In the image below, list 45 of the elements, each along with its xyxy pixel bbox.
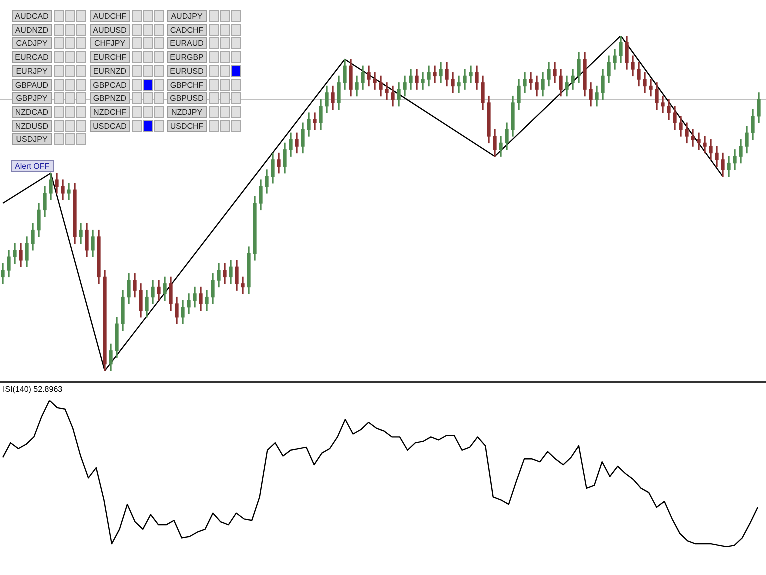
candlestick [433,66,437,84]
candlestick [313,112,317,130]
annotation: USDCAD [90,120,130,132]
text: AUDCAD [12,10,52,22]
candlestick [649,79,653,97]
text: AUDCHF [90,10,130,22]
text: AUDUSD [90,24,130,36]
annotation: EURCAD [12,51,52,64]
annotation: NZDCHF [90,106,130,118]
annotation: EURGBP [167,51,207,64]
annotation: GBPCAD [90,78,130,90]
candlestick [697,132,701,150]
annotation: EURJPY [12,64,52,77]
annotation: NZDUSD [12,120,52,132]
candlestick [67,183,71,200]
annotation: USDJPY [12,133,52,146]
annotation: GBPAUD [12,78,52,90]
candlestick [241,276,245,294]
candlestick [373,72,377,90]
annotation: GBPCHF [167,78,207,90]
candlestick [661,96,665,114]
annotation: EURAUD [167,37,207,50]
candlestick [385,82,389,100]
annotation: GBPNZD [90,92,130,104]
candlestick [529,72,533,90]
annotation: NZDCAD [12,106,52,118]
annotation: EURUSD [167,64,207,77]
annotation: USDCHF [167,120,207,132]
annotation: GBPUSD [167,92,207,104]
annotation: NZDJPY [167,106,207,118]
annotation: GBPJPY [12,92,52,104]
text: AUDNZD [12,24,52,36]
chart-title: ISI(140) 52.8963 [3,385,64,394]
candlestick [421,72,425,90]
annotation: Alert OFF [11,160,54,172]
candlestick [691,129,695,147]
annotation: EURNZD [90,64,130,77]
annotation: CHFJPY [90,37,130,50]
annotation: CADJPY [12,37,52,50]
text: AUDJPY [167,10,207,22]
candlestick [469,66,473,84]
annotation: EURCHF [90,51,130,64]
text: CADCHF [167,24,207,36]
candlestick [457,76,461,94]
candlestick [703,136,707,154]
